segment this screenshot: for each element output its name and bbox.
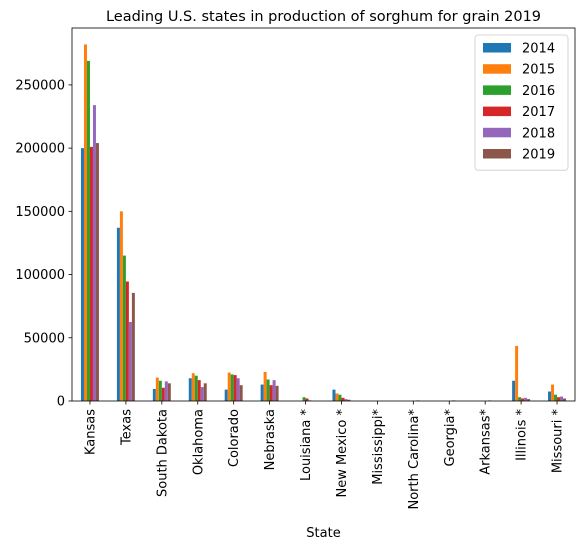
- y-tick-label: 200000: [15, 142, 65, 157]
- bar-2019-7: [347, 399, 351, 401]
- x-tick-label: Oklahoma: [191, 409, 206, 475]
- bar-2019-4: [239, 385, 243, 401]
- bar-2017-4: [233, 375, 237, 401]
- bar-2015-3: [191, 373, 195, 401]
- bar-2015-13: [551, 384, 555, 401]
- y-tick-label: 0: [57, 395, 65, 410]
- bar-2018-0: [92, 105, 96, 401]
- bar-2018-2: [164, 381, 168, 401]
- x-tick-label: Georgia*: [443, 409, 458, 467]
- bar-2014-2: [152, 388, 156, 401]
- bar-2014-0: [80, 148, 84, 401]
- bar-2015-0: [83, 44, 87, 401]
- bar-2019-3: [203, 383, 207, 401]
- bar-2016-3: [194, 375, 198, 401]
- y-tick-label: 50000: [24, 331, 65, 346]
- bar-2014-4: [224, 389, 228, 401]
- bar-2017-1: [125, 281, 129, 401]
- bar-2014-12: [512, 380, 516, 401]
- x-axis-label: State: [306, 526, 340, 541]
- bar-2015-4: [227, 372, 231, 401]
- bar-2015-2: [155, 377, 159, 401]
- chart-title: Leading U.S. states in production of sor…: [106, 9, 541, 25]
- x-tick-label: North Carolina*: [407, 409, 422, 510]
- legend-swatch-2017: [483, 106, 511, 117]
- y-tick-label: 250000: [15, 78, 65, 93]
- legend-swatch-2016: [483, 85, 511, 95]
- bar-2016-7: [338, 394, 342, 401]
- legend-label-2018: 2018: [522, 126, 555, 141]
- y-tick-label: 100000: [15, 268, 65, 283]
- bars-group: [80, 44, 567, 402]
- bar-2019-5: [275, 385, 279, 401]
- bar-2018-1: [128, 321, 132, 401]
- bar-2014-3: [188, 378, 192, 401]
- bar-2019-2: [167, 383, 171, 401]
- bar-2014-1: [116, 227, 120, 401]
- bar-2017-12: [521, 398, 525, 401]
- legend-label-2017: 2017: [522, 105, 555, 120]
- bar-2017-13: [557, 397, 561, 401]
- x-tick-label: New Mexico *: [335, 409, 350, 498]
- bar-2015-12: [515, 346, 519, 401]
- legend-swatch-2019: [483, 149, 511, 159]
- bar-2018-5: [272, 380, 276, 401]
- x-tick-label: Colorado: [227, 409, 242, 467]
- x-tick-label: South Dakota: [155, 409, 170, 497]
- bar-2017-2: [161, 387, 165, 401]
- legend-swatch-2018: [483, 127, 511, 138]
- bar-2019-0: [95, 143, 99, 401]
- y-tick-label: 150000: [15, 205, 65, 220]
- legend-label-2019: 2019: [522, 148, 555, 163]
- legend: 2014 2015 2016 2017 2018 2019: [474, 34, 569, 171]
- bar-2016-0: [86, 60, 90, 402]
- legend-label-2015: 2015: [522, 63, 555, 78]
- bar-2019-12: [527, 399, 531, 401]
- bar-2017-3: [197, 380, 201, 401]
- x-tick-label: Illinois *: [515, 409, 530, 461]
- bar-2017-5: [269, 385, 273, 401]
- bar-2018-7: [344, 399, 348, 401]
- bar-2016-4: [230, 374, 234, 401]
- bar-2017-0: [89, 146, 93, 401]
- axes-group: 0 50000 100000 150000 200000 250000 Kansas Texa…: [15, 27, 576, 510]
- bar-2016-5: [266, 379, 270, 401]
- bar-2016-2: [158, 380, 162, 401]
- legend-label-2016: 2016: [522, 84, 555, 99]
- plot-frame: [71, 27, 576, 402]
- bar-2015-1: [119, 211, 123, 401]
- bar-2017-7: [341, 397, 345, 401]
- bar-2014-5: [260, 384, 264, 401]
- legend-label-2014: 2014: [522, 42, 555, 57]
- bar-2018-13: [560, 396, 564, 401]
- bar-2018-3: [200, 387, 204, 401]
- bar-2016-6: [302, 397, 306, 401]
- bar-2018-4: [236, 378, 240, 401]
- bar-2017-6: [305, 398, 309, 401]
- legend-swatch-2014: [483, 43, 511, 53]
- bar-2015-7: [335, 393, 339, 401]
- bar-2019-13: [563, 398, 567, 401]
- x-tick-label: Nebraska: [263, 409, 278, 470]
- bar-2016-13: [554, 394, 558, 401]
- x-tick-label: Mississippi*: [371, 409, 386, 485]
- bar-2018-12: [524, 397, 528, 401]
- bar-2014-13: [548, 391, 552, 401]
- bar-2019-1: [131, 292, 135, 401]
- bar-2014-7: [332, 389, 336, 401]
- legend-swatch-2015: [483, 64, 511, 74]
- x-tick-label: Missouri *: [551, 409, 566, 474]
- bar-2015-5: [263, 371, 267, 401]
- x-tick-label: Arkansas*: [479, 409, 494, 475]
- x-tick-label: Kansas: [83, 409, 98, 455]
- bar-2016-1: [122, 255, 126, 401]
- bar-2016-12: [518, 397, 522, 401]
- x-tick-label: Texas: [119, 409, 134, 446]
- x-tick-label: Louisiana *: [299, 409, 314, 482]
